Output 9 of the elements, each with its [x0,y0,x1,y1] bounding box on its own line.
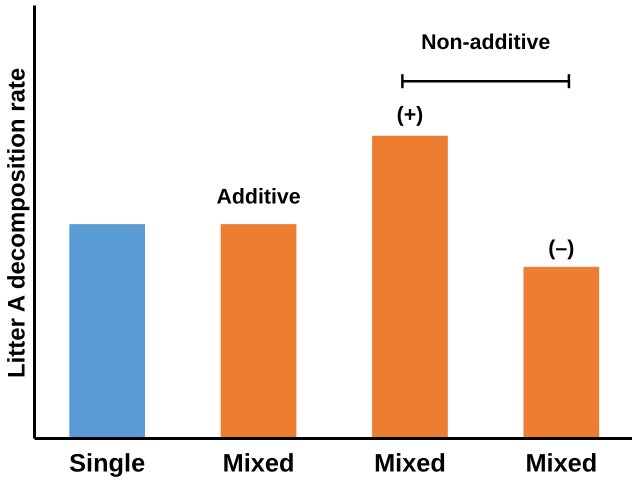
text: (+) [396,102,424,127]
x-tick-label: Mixed [222,450,294,478]
annotation: Additive [216,184,301,208]
x-tick-label: Single [69,450,146,478]
annotation: (–) [548,236,574,260]
x-tick-label: Mixed [374,450,446,478]
y-axis-title: Litter A decomposition rate [4,68,30,378]
text: Non-additive [421,30,550,54]
x-tick-label: Mixed [525,450,598,478]
